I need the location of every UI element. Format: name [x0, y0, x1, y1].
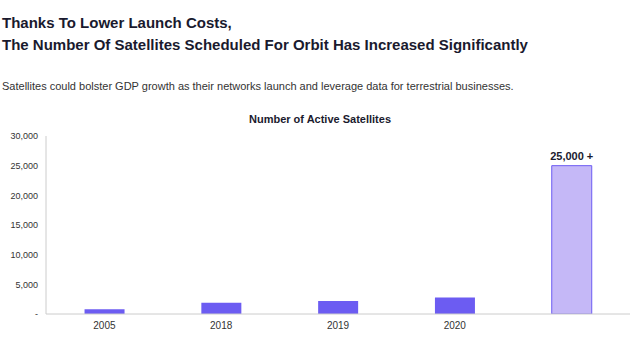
html-text:Thanks To Lower Launch Costs,: Thanks To Lower Launch Costs,	[2, 14, 232, 31]
svg-text:2019: 2019	[327, 320, 350, 331]
svg-text:20,000: 20,000	[10, 191, 38, 201]
svg-text:15,000: 15,000	[10, 220, 38, 230]
svg-text:2020: 2020	[444, 320, 467, 331]
svg-text:2018: 2018	[210, 320, 233, 331]
svg-text:30,000: 30,000	[10, 131, 38, 141]
svg-text:25,000: 25,000	[10, 161, 38, 171]
svg-text:2005: 2005	[93, 320, 116, 331]
svg-text:25,000 +: 25,000 +	[550, 150, 593, 162]
html-text:Satellites could bolster GDP g: Satellites could bolster GDP growth as t…	[2, 80, 514, 92]
svg-text:5,000: 5,000	[15, 280, 38, 290]
html-text:The Number Of Satellites Sched: The Number Of Satellites Scheduled For O…	[2, 36, 528, 53]
svg-text:10,000: 10,000	[10, 250, 38, 260]
html-text:Number of Active Satellites: Number of Active Satellites	[249, 113, 391, 125]
svg-text:-: -	[35, 309, 38, 319]
